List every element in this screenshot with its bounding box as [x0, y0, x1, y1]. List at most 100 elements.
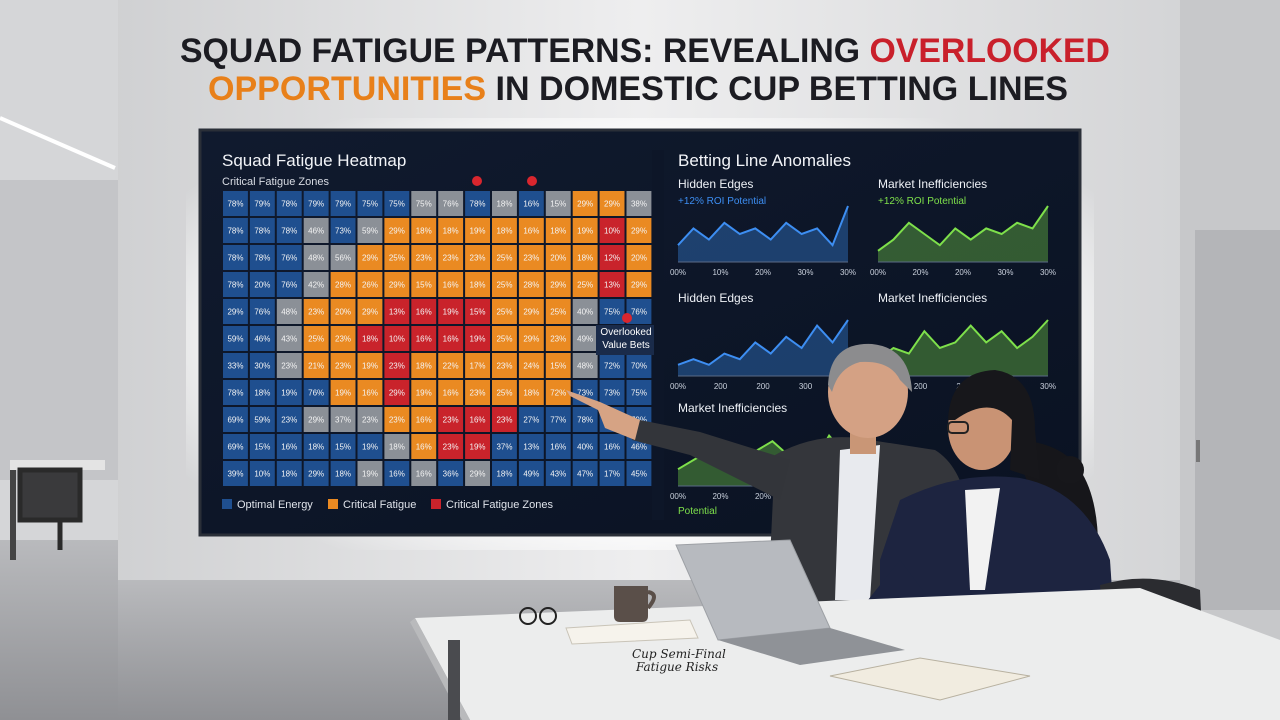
heat-cell	[303, 191, 329, 216]
heat-cell	[223, 245, 248, 270]
heat-cell-label: 78%	[227, 227, 243, 236]
heat-cell	[572, 191, 598, 216]
book	[829, 657, 1031, 701]
heat-cell-label: 25%	[496, 281, 512, 290]
heat-cell-label: 29%	[389, 389, 405, 398]
heat-cell-label: 16%	[470, 416, 486, 425]
heat-cell	[411, 380, 437, 405]
heat-cell-label: 25%	[496, 389, 512, 398]
heat-cell-label: 20%	[254, 281, 270, 290]
heat-cell-label: 79%	[308, 200, 324, 209]
heat-cell-label: 18%	[496, 200, 512, 209]
panel-axis-label: 20%	[755, 492, 771, 501]
heat-cell	[626, 380, 652, 405]
heat-cell	[572, 353, 598, 378]
heat-cell	[303, 407, 329, 432]
heat-cell	[411, 218, 437, 243]
heat-cell	[545, 326, 571, 351]
heat-cell	[599, 434, 625, 459]
heat-cell	[545, 245, 571, 270]
heat-cell-label: 23%	[416, 254, 432, 263]
heat-cell-label: 16%	[416, 416, 432, 425]
heat-cell	[357, 191, 383, 216]
heat-cell-label: 36%	[443, 470, 459, 479]
spectacles	[539, 607, 557, 625]
heat-cell	[384, 272, 410, 297]
heat-cell	[492, 272, 517, 297]
heat-cell-label: 76%	[443, 200, 459, 209]
heat-cell	[599, 191, 625, 216]
heat-cell	[411, 407, 437, 432]
heat-cell	[249, 461, 275, 486]
heat-cell	[545, 191, 571, 216]
heat-cell-label: 78%	[227, 389, 243, 398]
heat-cell	[465, 407, 490, 432]
heat-cell-label: 16%	[604, 443, 620, 452]
heatmap-title: Squad Fatigue Heatmap	[222, 151, 406, 170]
heat-cell	[223, 326, 248, 351]
heat-cell	[492, 326, 517, 351]
heat-cell	[357, 326, 383, 351]
heat-cell	[572, 326, 598, 351]
heat-cell	[465, 299, 490, 324]
heat-cell-label: 16%	[443, 281, 459, 290]
heat-cell-label: 40%	[577, 308, 593, 317]
heat-cell	[357, 461, 383, 486]
heat-cell	[276, 353, 302, 378]
heat-cell	[276, 407, 302, 432]
heat-cell-label: 18%	[254, 389, 270, 398]
heat-cell-label: 23%	[362, 416, 378, 425]
legend-label: Critical Fatigue	[343, 499, 416, 511]
heat-cell	[572, 407, 598, 432]
heat-cell	[518, 434, 544, 459]
heat-cell	[545, 353, 571, 378]
left-floor	[0, 540, 118, 720]
panel-subtitle: Potential	[678, 506, 717, 517]
panel-axis-label: 20%	[712, 492, 728, 501]
panel-subtitle: +12% ROI Potential	[678, 196, 766, 207]
heat-cell	[411, 191, 437, 216]
heat-cell-label: 78%	[227, 254, 243, 263]
heat-cell-label: 29%	[470, 470, 486, 479]
panel-axis-label: 30%	[797, 268, 813, 277]
heat-cell	[518, 218, 544, 243]
desk-leg	[448, 640, 460, 720]
panel-axis-label: 30%	[1040, 268, 1056, 277]
heat-cell	[492, 218, 517, 243]
heat-cell	[249, 245, 275, 270]
heat-cell-label: 26%	[362, 281, 378, 290]
heat-cell-label: 20%	[550, 254, 566, 263]
heat-cell	[303, 434, 329, 459]
heat-cell-label: 23%	[308, 308, 324, 317]
heat-cell-label: 77%	[550, 416, 566, 425]
heat-cell-label: 39%	[227, 470, 243, 479]
heat-cell	[223, 353, 248, 378]
heat-cell-label: 23%	[496, 362, 512, 371]
heat-cell-label: 29%	[523, 308, 539, 317]
heat-cell-label: 29%	[523, 335, 539, 344]
heat-cell	[626, 245, 652, 270]
heat-cell	[599, 380, 625, 405]
heat-cell-label: 19%	[362, 362, 378, 371]
heat-cell-label: 24%	[523, 362, 539, 371]
heat-cell	[384, 245, 410, 270]
heatmap: 78% 79% 78% 79% 79% 75% 75% 75% 76% 78% 18% 16% 15% 2…	[223, 191, 652, 486]
heat-cell-label: 78%	[281, 200, 297, 209]
heat-cell	[572, 245, 598, 270]
heat-cell-label: 29%	[362, 254, 378, 263]
heat-cell	[411, 434, 437, 459]
heat-cell	[384, 461, 410, 486]
heat-cell-label: 10%	[604, 227, 620, 236]
panel-subtitle: +12% ROI Potential	[878, 196, 966, 207]
heat-cell	[518, 272, 544, 297]
annotation: Overlooked	[600, 327, 651, 338]
heat-cell-label: 29%	[389, 281, 405, 290]
heat-cell-label: 29%	[631, 227, 647, 236]
anomalies-title: Betting Line Anomalies	[678, 151, 851, 170]
heat-cell	[492, 299, 517, 324]
heat-cell	[276, 299, 302, 324]
heat-cell	[492, 380, 517, 405]
heat-cell-label: 46%	[254, 335, 270, 344]
heat-cell	[330, 326, 356, 351]
